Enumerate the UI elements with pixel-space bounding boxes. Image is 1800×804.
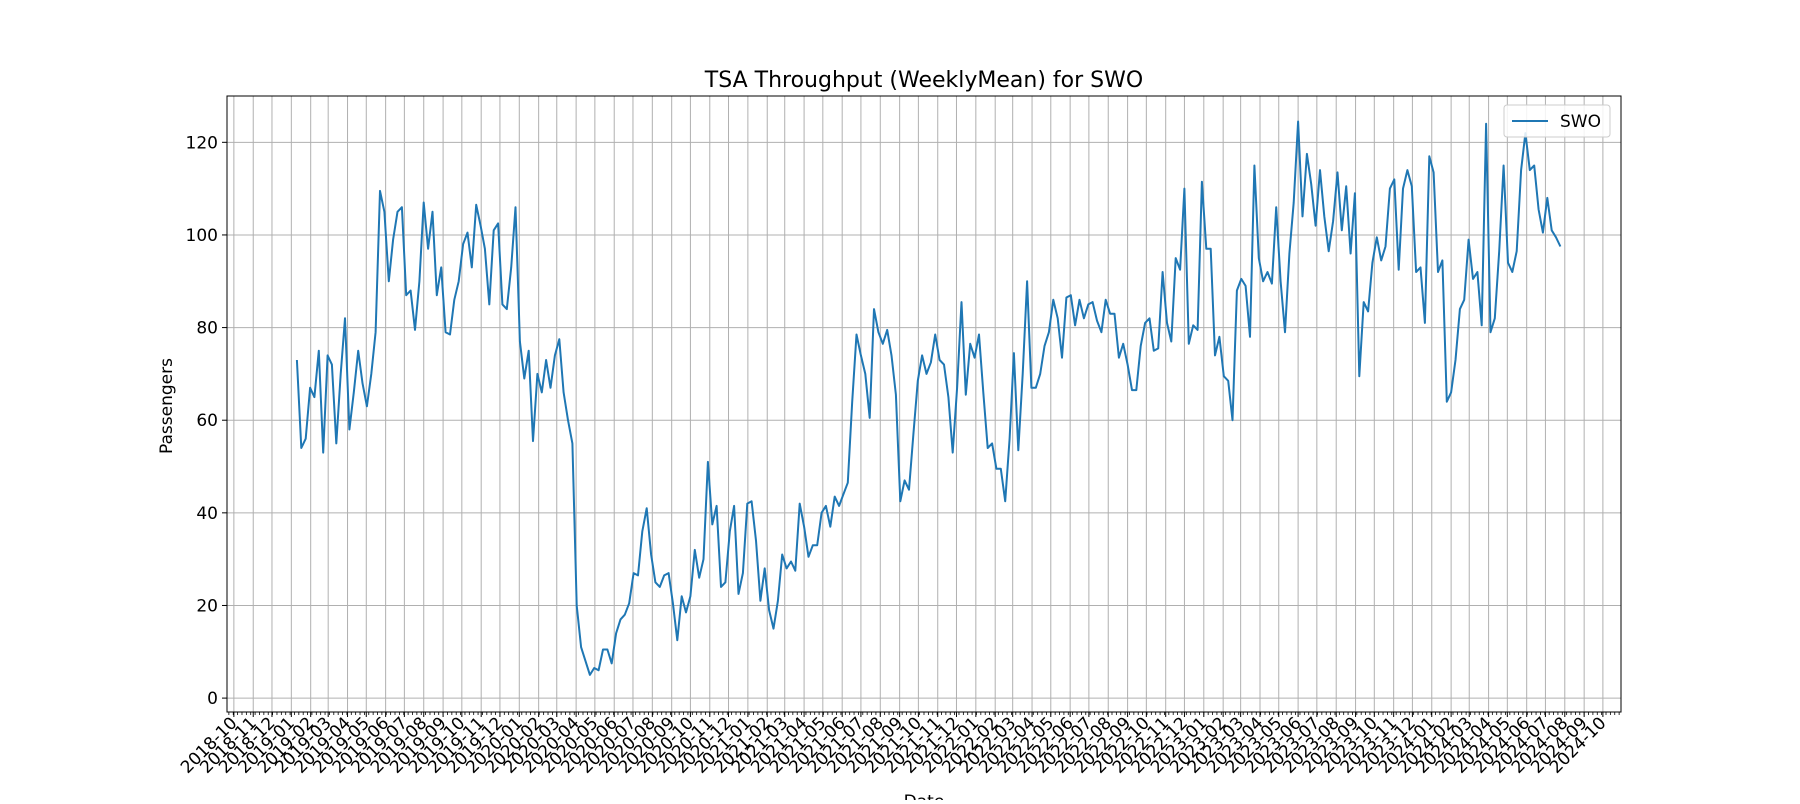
legend: SWO <box>1503 104 1611 138</box>
x-axis-label: Date <box>904 792 945 800</box>
y-tick-label: 60 <box>196 411 218 431</box>
y-tick-label: 100 <box>186 226 218 246</box>
legend-label: SWO <box>1560 112 1601 132</box>
series-layer <box>295 120 1562 676</box>
y-tick-label: 120 <box>186 133 218 153</box>
chart-title: TSA Throughput (WeeklyMean) for SWO <box>704 68 1143 93</box>
y-tick-label: 80 <box>196 319 218 339</box>
axis-ticks: 0204060801001202018-102018-112018-122019… <box>177 133 1620 778</box>
series-line-swo <box>295 120 1562 676</box>
y-axis-label: Passengers <box>157 358 177 454</box>
y-tick-label: 0 <box>207 689 218 709</box>
legend-box <box>1503 104 1611 138</box>
y-tick-label: 20 <box>196 596 218 616</box>
y-tick-label: 40 <box>196 504 218 524</box>
